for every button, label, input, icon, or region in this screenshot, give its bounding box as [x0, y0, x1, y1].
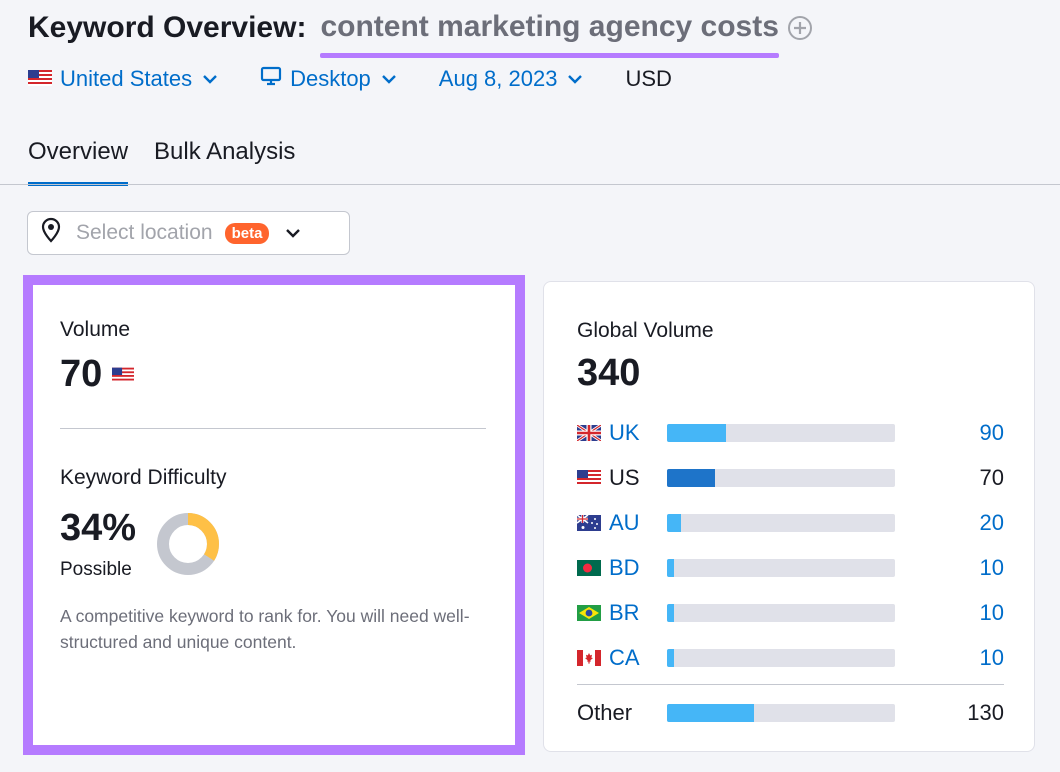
volume-bar-fill	[667, 424, 727, 442]
global-volume-value: 340	[577, 352, 641, 394]
us-flag-icon	[28, 66, 52, 92]
tab-bulk-analysis[interactable]: Bulk Analysis	[154, 138, 296, 165]
us-flag-icon	[112, 367, 135, 383]
currency-label: USD	[625, 66, 672, 91]
chevron-down-icon	[381, 74, 397, 84]
volume-card: Volume 70 Keyword Difficulty 34% Possibl…	[33, 285, 515, 745]
country-row-br: BR 10	[577, 598, 1004, 628]
kd-label: Keyword Difficulty	[60, 466, 227, 489]
plus-circle-icon[interactable]	[787, 15, 813, 41]
volume-bar	[667, 469, 895, 487]
kd-rating: Possible	[60, 559, 132, 580]
volume-bar-fill	[667, 469, 715, 487]
other-volume: 130	[967, 700, 1004, 725]
kd-donut	[155, 511, 221, 582]
country-row-us: US 70	[577, 463, 1004, 493]
country-volume: 70	[979, 465, 1004, 490]
country-code[interactable]: BD	[609, 555, 640, 580]
volume-bar-fill	[667, 514, 681, 532]
volume-bar	[667, 704, 895, 722]
volume-bar-fill	[667, 604, 674, 622]
country-code[interactable]: AU	[609, 510, 640, 535]
volume-bar-fill	[667, 649, 674, 667]
tab-bar: Overview Bulk Analysis	[28, 132, 321, 186]
location-select[interactable]: Select location beta	[27, 211, 350, 255]
device-dropdown[interactable]: Desktop	[260, 65, 397, 93]
chevron-down-icon	[202, 74, 218, 84]
volume-card-highlight: Volume 70 Keyword Difficulty 34% Possibl…	[23, 275, 525, 755]
other-label: Other	[577, 700, 633, 725]
au-flag-icon	[577, 515, 601, 531]
volume-label: Volume	[60, 318, 131, 341]
country-code[interactable]: UK	[609, 420, 640, 445]
date-label: Aug 8, 2023	[438, 66, 558, 91]
volume-value: 70	[60, 353, 103, 395]
card-divider	[60, 428, 486, 429]
country-code: US	[609, 465, 640, 490]
br-flag-icon	[577, 605, 601, 621]
chevron-down-icon	[567, 74, 583, 84]
volume-bar-fill	[667, 559, 674, 577]
volume-bar-fill	[667, 704, 754, 722]
country-row-uk: UK 90	[577, 418, 1004, 448]
filter-bar: United States Desktop Aug 8, 2023 USD	[28, 62, 672, 96]
volume-bar	[667, 559, 895, 577]
country-row-other: Other 130	[577, 698, 1004, 728]
ca-flag-icon	[577, 650, 601, 666]
country-volume[interactable]: 10	[979, 555, 1004, 580]
country-volume[interactable]: 10	[979, 600, 1004, 625]
us-flag-icon	[577, 470, 601, 486]
kd-description: A competitive keyword to rank for. You w…	[60, 606, 470, 652]
chevron-down-icon	[285, 228, 301, 238]
tab-divider	[0, 184, 1060, 185]
tab-overview[interactable]: Overview	[28, 132, 129, 186]
desktop-icon	[260, 65, 282, 93]
beta-badge: beta	[224, 222, 270, 244]
keyword-title: content marketing agency costs	[320, 10, 780, 58]
volume-bar	[667, 424, 895, 442]
global-volume-card: Global Volume 340 UK 90 US 70 AU 20 BD 1…	[543, 281, 1035, 752]
country-row-bd: BD 10	[577, 553, 1004, 583]
country-label: United States	[60, 66, 193, 91]
volume-bar	[667, 514, 895, 532]
country-row-ca: CA 10	[577, 643, 1004, 673]
device-label: Desktop	[290, 66, 371, 91]
country-volume[interactable]: 10	[979, 645, 1004, 670]
kd-value: 34%	[60, 507, 137, 549]
bd-flag-icon	[577, 560, 601, 576]
page-header: Keyword Overview: content marketing agen…	[28, 8, 813, 58]
country-dropdown[interactable]: United States	[28, 66, 218, 92]
global-divider	[577, 684, 1004, 685]
country-code[interactable]: BR	[609, 600, 640, 625]
location-pin-icon	[40, 217, 62, 249]
country-volume[interactable]: 20	[979, 510, 1004, 535]
location-placeholder: Select location	[76, 221, 213, 244]
country-code[interactable]: CA	[609, 645, 640, 670]
global-volume-label: Global Volume	[577, 319, 714, 342]
date-dropdown[interactable]: Aug 8, 2023	[439, 66, 584, 92]
volume-bar	[667, 604, 895, 622]
page-title: Keyword Overview:	[28, 11, 307, 44]
country-volume[interactable]: 90	[979, 420, 1004, 445]
country-row-au: AU 20	[577, 508, 1004, 538]
uk-flag-icon	[577, 425, 601, 441]
volume-bar	[667, 649, 895, 667]
